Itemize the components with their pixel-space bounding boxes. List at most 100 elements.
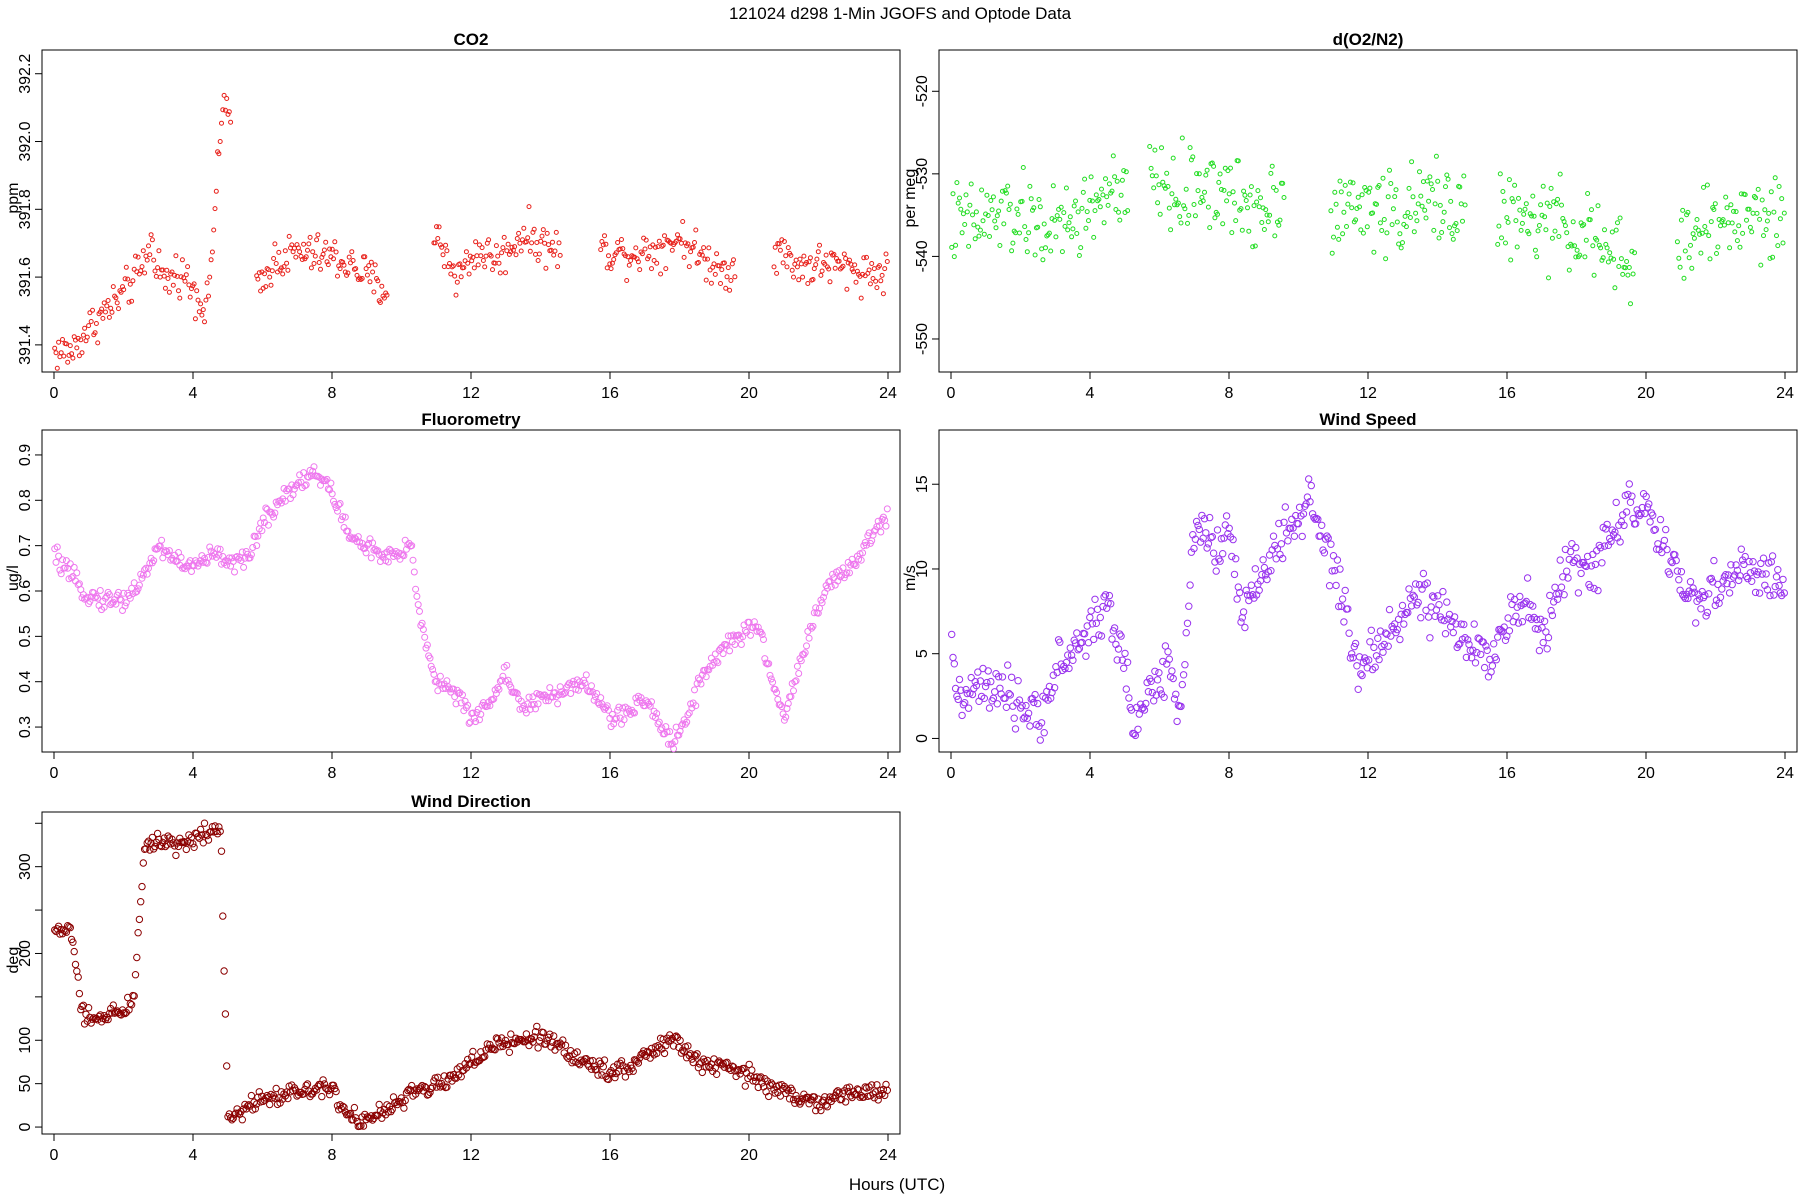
data-point bbox=[1688, 242, 1693, 248]
data-point bbox=[473, 239, 479, 245]
data-point bbox=[1512, 182, 1518, 188]
data-point bbox=[1190, 544, 1198, 553]
data-point bbox=[985, 704, 994, 712]
data-point bbox=[716, 263, 722, 269]
data-point bbox=[1434, 592, 1442, 600]
data-point bbox=[194, 288, 200, 294]
data-point bbox=[864, 254, 869, 260]
data-point bbox=[1543, 227, 1549, 233]
data-point bbox=[1336, 236, 1342, 242]
data-point bbox=[708, 280, 714, 286]
data-point bbox=[1501, 198, 1507, 204]
data-point bbox=[1091, 595, 1099, 603]
data-point bbox=[135, 581, 143, 589]
data-point bbox=[1345, 201, 1351, 207]
data-point bbox=[1461, 173, 1467, 179]
data-point bbox=[1280, 518, 1288, 526]
y-tick-label: 391.4 bbox=[17, 325, 34, 365]
y-axis-label: ug/l bbox=[5, 565, 22, 591]
data-point bbox=[479, 245, 485, 251]
data-point bbox=[284, 260, 290, 266]
data-point bbox=[551, 689, 559, 697]
data-point bbox=[1662, 525, 1670, 534]
data-point bbox=[1551, 583, 1559, 591]
data-point bbox=[1722, 571, 1730, 579]
data-point bbox=[1762, 570, 1770, 578]
data-point bbox=[1177, 702, 1185, 711]
data-point bbox=[1030, 698, 1038, 707]
data-point bbox=[870, 276, 876, 281]
data-point bbox=[1678, 217, 1684, 223]
data-point bbox=[457, 261, 463, 267]
data-point bbox=[475, 262, 481, 268]
data-point bbox=[1409, 159, 1415, 165]
y-axis-label: ppm bbox=[5, 183, 22, 214]
data-point bbox=[1482, 642, 1490, 650]
data-point bbox=[1103, 604, 1111, 612]
data-point bbox=[603, 702, 611, 710]
data-point bbox=[714, 659, 722, 667]
data-point bbox=[605, 706, 612, 714]
data-point bbox=[1173, 196, 1179, 202]
data-point bbox=[1280, 180, 1286, 186]
data-point bbox=[537, 691, 545, 699]
data-point bbox=[149, 237, 155, 243]
data-point bbox=[963, 192, 969, 198]
data-point bbox=[1241, 623, 1249, 632]
data-point bbox=[1652, 545, 1661, 553]
data-point bbox=[1393, 187, 1399, 193]
data-point bbox=[1518, 618, 1527, 626]
data-point bbox=[1209, 549, 1218, 557]
data-point bbox=[612, 714, 620, 722]
data-point bbox=[1732, 229, 1738, 235]
data-point bbox=[1028, 694, 1037, 703]
data-point bbox=[1471, 659, 1480, 667]
data-point bbox=[1338, 189, 1344, 195]
data-point bbox=[1607, 537, 1615, 546]
data-point bbox=[618, 720, 625, 728]
data-point bbox=[1125, 208, 1131, 214]
data-point bbox=[1409, 591, 1417, 599]
data-point bbox=[1711, 601, 1720, 610]
data-point bbox=[1202, 529, 1210, 537]
data-point bbox=[421, 1082, 429, 1091]
data-point bbox=[272, 241, 278, 247]
data-point bbox=[1018, 702, 1026, 710]
data-point bbox=[192, 316, 198, 322]
data-point bbox=[375, 278, 381, 284]
data-point bbox=[328, 490, 336, 498]
data-point bbox=[1377, 220, 1383, 226]
data-point bbox=[1057, 216, 1063, 222]
data-point bbox=[520, 702, 528, 710]
data-point bbox=[524, 700, 532, 708]
data-point bbox=[1684, 594, 1692, 603]
data-point bbox=[1380, 175, 1386, 181]
data-point bbox=[1196, 171, 1202, 177]
data-point bbox=[1067, 651, 1076, 659]
data-point bbox=[810, 277, 816, 282]
data-point bbox=[791, 274, 796, 280]
data-point bbox=[310, 463, 318, 471]
data-point bbox=[441, 264, 447, 270]
data-point bbox=[207, 274, 213, 280]
x-tick-label: 0 bbox=[947, 765, 956, 782]
data-point bbox=[1591, 272, 1597, 278]
data-point bbox=[753, 627, 761, 635]
data-point bbox=[157, 842, 166, 851]
data-point bbox=[1228, 165, 1233, 171]
data-point bbox=[1587, 217, 1593, 223]
data-point bbox=[1428, 592, 1437, 600]
data-point bbox=[1715, 244, 1721, 250]
data-point bbox=[1665, 570, 1674, 578]
data-point bbox=[1226, 533, 1235, 541]
data-point bbox=[1155, 200, 1161, 206]
data-point bbox=[297, 249, 303, 255]
data-point bbox=[669, 1042, 678, 1050]
data-point bbox=[1681, 275, 1687, 281]
data-point bbox=[777, 247, 783, 253]
data-point bbox=[594, 1071, 602, 1079]
data-point bbox=[1736, 223, 1742, 229]
data-point bbox=[294, 479, 302, 487]
data-point bbox=[1105, 591, 1114, 600]
